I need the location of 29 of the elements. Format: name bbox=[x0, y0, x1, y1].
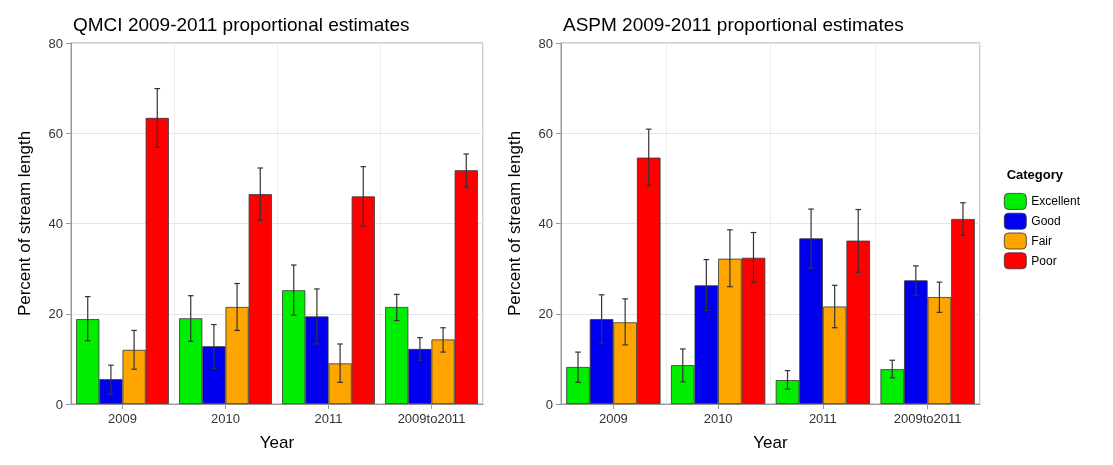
legend-label: Excellent bbox=[1031, 194, 1081, 209]
chart-title: ASPM 2009-2011 proportional estimates bbox=[563, 14, 904, 35]
y-tick-label: 20 bbox=[538, 306, 553, 322]
x-tick-label: 2011 bbox=[314, 411, 343, 426]
x-tick-label: 2010 bbox=[211, 411, 240, 426]
x-tick-label: 2010 bbox=[703, 411, 733, 426]
y-axis-title: Percent of stream length bbox=[505, 130, 524, 317]
legend-label: Good bbox=[1031, 214, 1061, 229]
y-tick-label: 80 bbox=[48, 35, 63, 51]
x-tick-label: 2009to2011 bbox=[397, 411, 466, 426]
y-tick-label: 20 bbox=[48, 306, 63, 322]
y-tick-label: 40 bbox=[48, 216, 63, 231]
y-tick-label: 60 bbox=[48, 125, 63, 141]
y-axis-title: Percent of stream length bbox=[15, 130, 34, 317]
chart-title: QMCI 2009-2011 proportional estimates bbox=[73, 14, 410, 35]
y-tick-label: 0 bbox=[55, 396, 63, 412]
x-axis-title: Year bbox=[259, 433, 295, 452]
y-tick-label: 0 bbox=[545, 396, 553, 412]
x-axis-title: Year bbox=[753, 433, 789, 452]
x-tick-label: 2011 bbox=[808, 411, 837, 426]
legend-label: Poor bbox=[1031, 253, 1057, 268]
x-tick-label: 2009to2011 bbox=[893, 411, 962, 426]
y-tick-label: 80 bbox=[538, 35, 553, 51]
legend-title: Category bbox=[1006, 167, 1064, 182]
legend-label: Fair bbox=[1031, 234, 1052, 248]
y-tick-label: 40 bbox=[538, 216, 553, 231]
x-tick-label: 2009 bbox=[598, 411, 628, 426]
y-tick-label: 60 bbox=[538, 125, 553, 141]
x-tick-label: 2009 bbox=[108, 411, 137, 426]
